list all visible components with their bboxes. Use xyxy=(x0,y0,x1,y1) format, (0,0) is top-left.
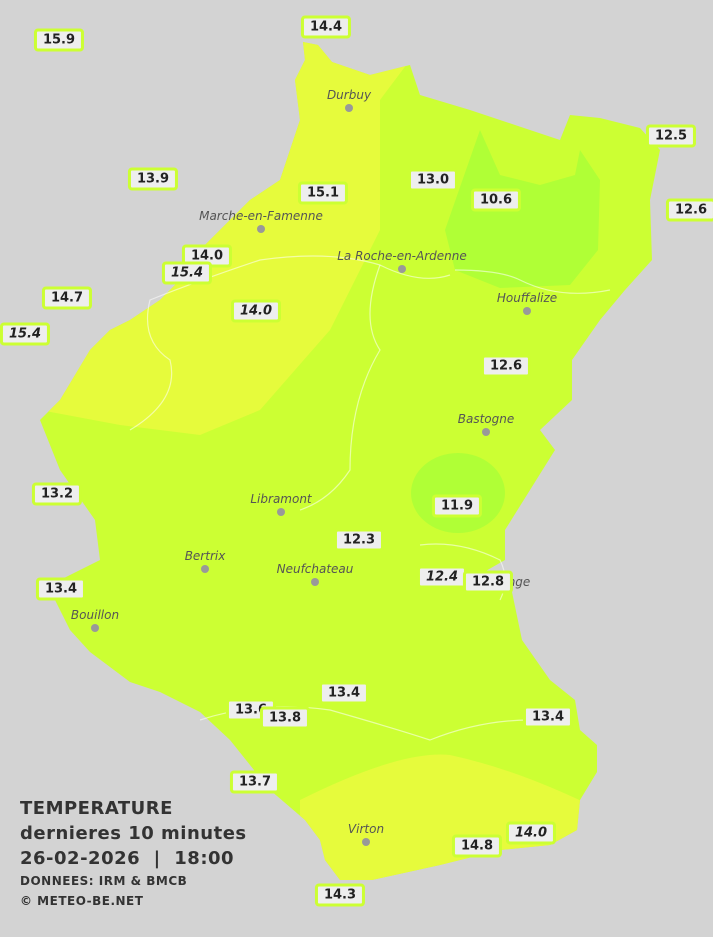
station-temperature-label: 10.6 xyxy=(470,188,522,212)
legend-title: TEMPERATURE xyxy=(20,798,173,819)
town-label: Houffalize xyxy=(496,291,558,305)
station-temperature-label: 12.6 xyxy=(480,354,532,378)
station-temperature-label: 13.4 xyxy=(522,705,574,729)
station-temperature-label: 13.7 xyxy=(229,770,281,794)
town-marker xyxy=(277,508,285,516)
station-temperature-label: 13.0 xyxy=(407,168,459,192)
town-marker xyxy=(311,578,319,586)
station-temperature-label: 13.8 xyxy=(259,706,311,730)
station-temperature-label: 15.4 xyxy=(161,261,213,285)
station-temperature-label: 12.3 xyxy=(333,528,385,552)
station-temperature-label: 15.9 xyxy=(33,28,85,52)
legend-datetime: 26-02-2026 | 18:00 xyxy=(20,848,235,869)
station-temperature-label: 13.2 xyxy=(31,482,83,506)
station-temperature-label: 14.4 xyxy=(300,15,352,39)
station-temperature-label: 13.4 xyxy=(35,577,87,601)
station-temperature-label: 12.5 xyxy=(645,124,697,148)
town-marker xyxy=(362,838,370,846)
town-marker xyxy=(398,265,406,273)
legend-copyright: © METEO-BE.NET xyxy=(20,894,144,908)
map-legend: TEMPERATURE dernieres 10 minutes 26-02-2… xyxy=(20,796,247,911)
town-marker xyxy=(257,225,265,233)
town-marker xyxy=(91,624,99,632)
station-temperature-label: 15.4 xyxy=(0,322,51,346)
town-label: La Roche-en-Ardenne xyxy=(337,249,467,263)
town-label: Virton xyxy=(347,822,385,836)
warm-zone-west xyxy=(40,42,410,435)
town-marker xyxy=(523,307,531,315)
town-marker xyxy=(201,565,209,573)
town-label: Libramont xyxy=(250,492,312,506)
station-temperature-label: 14.0 xyxy=(230,299,282,323)
town-label: Durbuy xyxy=(326,88,372,102)
station-temperature-label: 12.8 xyxy=(462,570,514,594)
station-temperature-label: 11.9 xyxy=(431,494,483,518)
town-label: Neufchateau xyxy=(276,562,354,576)
station-temperature-label: 14.0 xyxy=(505,821,557,845)
legend-subtitle: dernieres 10 minutes xyxy=(20,823,247,844)
town-marker xyxy=(482,428,490,436)
town-label: nge xyxy=(507,575,531,589)
station-temperature-label: 14.7 xyxy=(41,286,93,310)
station-temperature-label: 14.8 xyxy=(451,834,503,858)
station-temperature-label: 13.9 xyxy=(127,167,179,191)
town-label: Bouillon xyxy=(70,608,120,622)
station-temperature-label: 14.3 xyxy=(314,883,366,907)
town-label: Bertrix xyxy=(184,549,226,563)
town-marker xyxy=(345,104,353,112)
station-temperature-label: 13.4 xyxy=(318,681,370,705)
town-label: Bastogne xyxy=(457,412,515,426)
cool-zone-bastogne xyxy=(411,453,505,533)
station-temperature-label: 15.1 xyxy=(297,181,349,205)
legend-source: DONNEES: IRM & BMCB xyxy=(20,874,188,888)
station-temperature-label: 12.6 xyxy=(665,198,713,222)
cool-zone-northeast xyxy=(445,130,600,288)
station-temperature-label: 12.4 xyxy=(416,565,468,589)
town-label: Marche-en-Famenne xyxy=(199,209,323,223)
